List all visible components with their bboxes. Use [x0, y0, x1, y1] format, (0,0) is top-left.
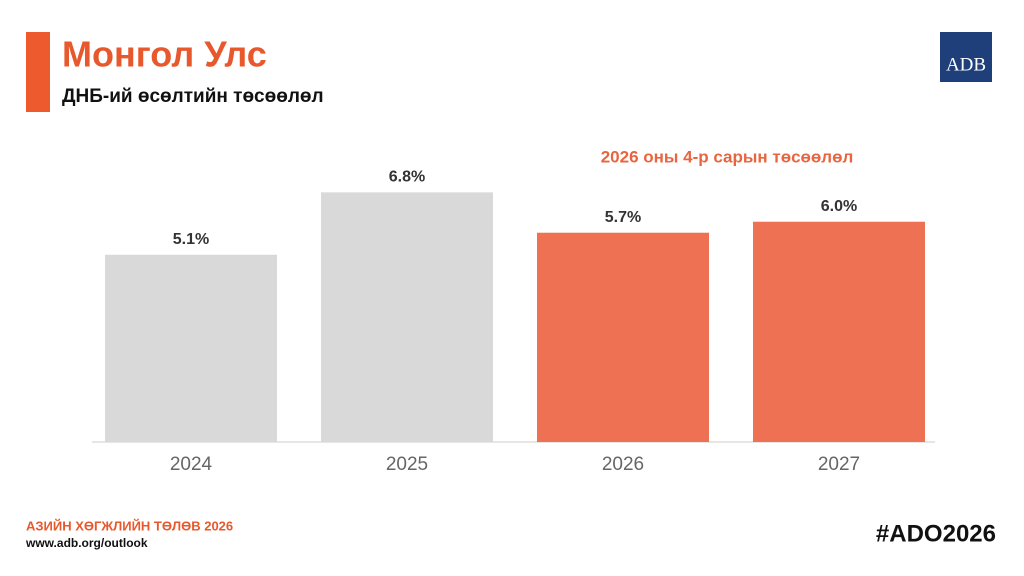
- chart-subtitle: ДНБ-ий өсөлтийн төсөөлөл: [62, 86, 324, 107]
- x-tick-label: 2026: [602, 454, 644, 475]
- value-label: 5.7%: [605, 209, 641, 226]
- value-label: 6.0%: [821, 198, 857, 215]
- bar: [537, 232, 709, 442]
- value-label: 6.8%: [389, 169, 425, 186]
- footer-url: www.adb.org/outlook: [25, 536, 148, 550]
- x-tick-label: 2027: [818, 454, 860, 475]
- logo-box: [940, 32, 992, 82]
- bar: [105, 254, 277, 442]
- title-accent: [26, 32, 50, 112]
- x-tick-label: 2025: [386, 454, 428, 475]
- bar: [753, 221, 925, 442]
- hashtag: #ADO2026: [876, 520, 996, 547]
- annotation: 2026 оны 4-р сарын төсөөлөл: [601, 147, 854, 166]
- logo: ADB: [946, 54, 986, 75]
- footer-report: АЗИЙН ХӨГЖЛИЙН ТӨЛӨВ 2026: [26, 518, 233, 533]
- x-tick-label: 2024: [170, 454, 213, 475]
- chart-title: Монгол Улс: [62, 34, 267, 75]
- bar: [321, 192, 493, 442]
- value-label: 5.1%: [173, 231, 209, 248]
